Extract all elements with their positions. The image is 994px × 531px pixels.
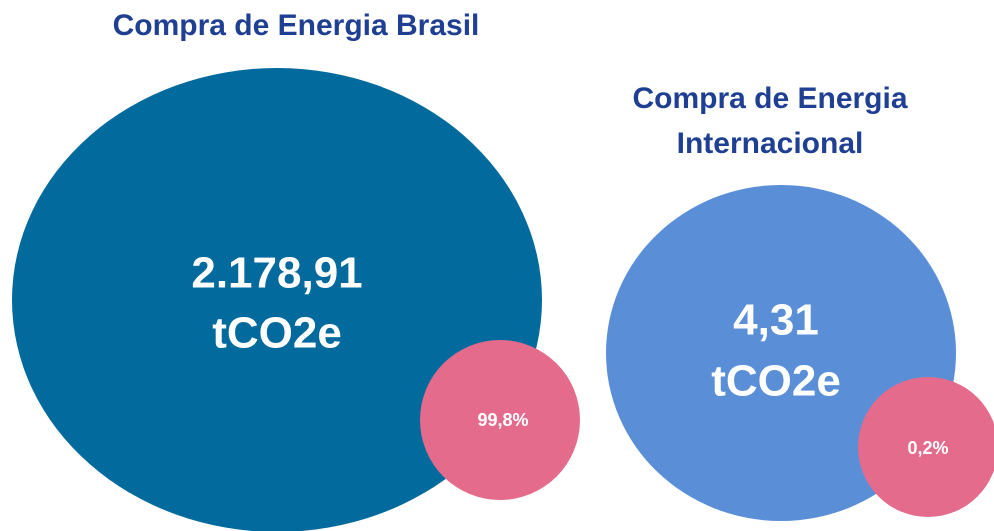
left-bubble: [12, 68, 542, 531]
left-value: 2.178,91: [191, 249, 362, 298]
right-share: 0,2%: [907, 438, 948, 458]
right-value: 4,31: [733, 296, 819, 345]
left-title: Compra de Energia Brasil: [113, 9, 480, 42]
right-title-line: Compra de Energia: [632, 82, 907, 115]
left-share: 99,8%: [477, 410, 528, 430]
left-share-bubble: [420, 340, 580, 500]
right-share-bubble: [858, 377, 994, 517]
right-unit: tCO2e: [711, 357, 841, 406]
left-unit: tCO2e: [212, 309, 342, 358]
right-title-line: Internacional: [677, 127, 864, 160]
